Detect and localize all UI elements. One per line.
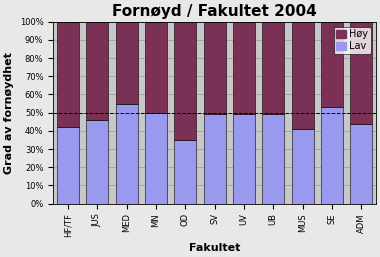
Bar: [57, 22, 79, 127]
Bar: [233, 22, 255, 114]
Bar: [262, 22, 284, 114]
Bar: [350, 124, 372, 204]
Bar: [116, 22, 138, 104]
Bar: [233, 114, 255, 204]
Bar: [145, 113, 167, 204]
Bar: [204, 114, 225, 204]
Bar: [204, 22, 225, 114]
Bar: [145, 22, 167, 113]
Bar: [321, 107, 343, 204]
Bar: [174, 140, 196, 204]
Bar: [321, 22, 343, 107]
Bar: [291, 22, 313, 129]
Bar: [86, 22, 108, 120]
Y-axis label: Grad av fornøydhet: Grad av fornøydhet: [4, 52, 14, 173]
Bar: [291, 129, 313, 204]
X-axis label: Fakultet: Fakultet: [189, 243, 240, 253]
Bar: [86, 120, 108, 204]
Legend: Høy, Lav: Høy, Lav: [334, 26, 371, 54]
Bar: [116, 104, 138, 204]
Bar: [57, 127, 79, 204]
Bar: [350, 22, 372, 124]
Title: Fornøyd / Fakultet 2004: Fornøyd / Fakultet 2004: [112, 4, 317, 19]
Bar: [262, 114, 284, 204]
Bar: [174, 22, 196, 140]
